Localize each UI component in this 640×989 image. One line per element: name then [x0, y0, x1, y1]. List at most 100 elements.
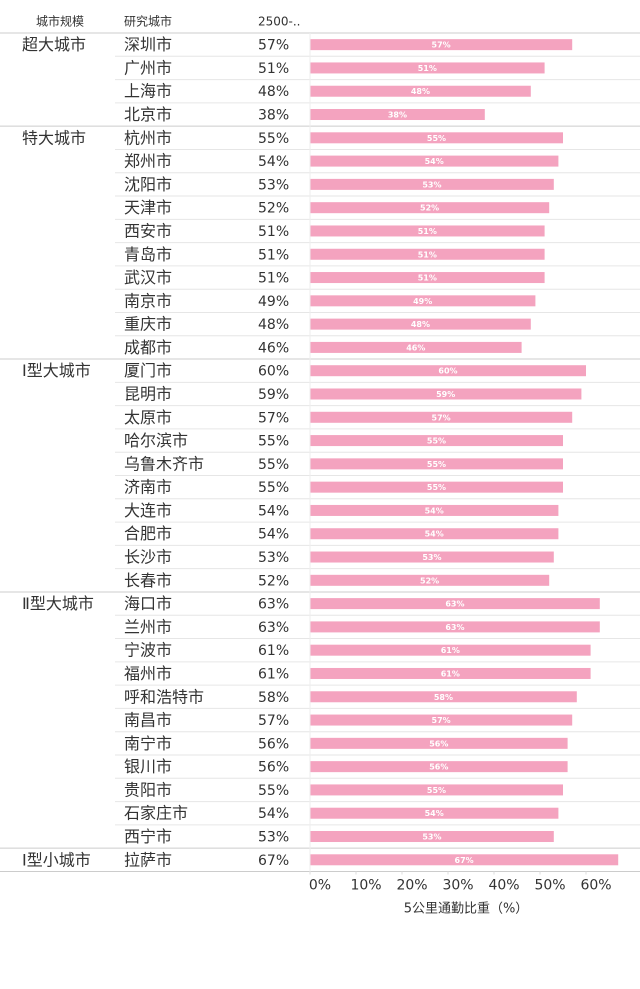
- bar: [310, 504, 559, 516]
- bar-label: 63%: [445, 600, 464, 609]
- category-label: 重庆市: [124, 315, 172, 334]
- category-label: 深圳市: [124, 35, 172, 54]
- bar: [310, 155, 559, 167]
- bar-label: 49%: [413, 297, 432, 306]
- bar-label: 61%: [441, 669, 460, 678]
- value-text: 46%: [258, 340, 289, 356]
- category-label: 呼和浩特市: [124, 687, 204, 706]
- value-text: 55%: [258, 131, 289, 147]
- bar-label: 57%: [432, 413, 451, 422]
- bar: [310, 737, 568, 749]
- bar: [310, 411, 573, 423]
- category-label: 贵阳市: [124, 780, 172, 799]
- category-label: 南昌市: [124, 711, 172, 730]
- bar: [310, 714, 573, 726]
- category-label: 南宁市: [124, 734, 172, 753]
- value-text: 55%: [258, 783, 289, 799]
- category-label: 天津市: [124, 198, 172, 217]
- bar-label: 51%: [418, 227, 437, 236]
- bar: [310, 225, 545, 237]
- bar: [310, 62, 545, 74]
- bar: [310, 341, 522, 353]
- bar: [310, 761, 568, 773]
- bar: [310, 621, 600, 633]
- category-label: 北京市: [124, 105, 172, 124]
- bar: [310, 807, 559, 819]
- bar: [310, 295, 536, 307]
- value-text: 52%: [258, 573, 289, 589]
- bar: [310, 272, 545, 284]
- value-text: 67%: [258, 853, 289, 869]
- bar-label: 57%: [432, 716, 451, 725]
- category-label: 福州市: [124, 664, 172, 683]
- bar-label: 54%: [425, 530, 444, 539]
- value-text: 48%: [258, 84, 289, 100]
- bar-label: 56%: [429, 739, 448, 748]
- bar: [310, 854, 619, 866]
- bar-label: 54%: [425, 506, 444, 515]
- bar-label: 63%: [445, 623, 464, 632]
- value-text: 61%: [258, 643, 289, 659]
- value-text: 38%: [258, 108, 289, 124]
- value-text: 55%: [258, 480, 289, 496]
- bar: [310, 435, 563, 447]
- value-text: 51%: [258, 61, 289, 77]
- value-text: 56%: [258, 760, 289, 776]
- value-text: 53%: [258, 830, 289, 846]
- bar: [310, 598, 600, 610]
- bar-label: 55%: [427, 460, 446, 469]
- bar-label: 48%: [411, 320, 430, 329]
- value-text: 56%: [258, 736, 289, 752]
- column-header: 2500-..: [258, 15, 301, 29]
- category-label: 合肥市: [124, 524, 172, 543]
- value-text: 54%: [258, 503, 289, 519]
- bar: [310, 388, 582, 400]
- group-label: 特大城市: [22, 128, 86, 147]
- bar: [310, 85, 531, 97]
- value-text: 54%: [258, 527, 289, 543]
- bar-label: 53%: [422, 180, 441, 189]
- group-label: 超大城市: [22, 35, 86, 54]
- value-text: 61%: [258, 666, 289, 682]
- group-label: Ⅰ型小城市: [22, 850, 91, 869]
- bar: [310, 248, 545, 260]
- bar-label: 58%: [434, 693, 453, 702]
- bar-label: 55%: [427, 483, 446, 492]
- column-header: 城市规模: [36, 14, 84, 29]
- category-label: 青岛市: [124, 245, 172, 264]
- x-tick-label: 30%: [442, 877, 473, 893]
- bar-label: 60%: [438, 367, 457, 376]
- bar-label: 54%: [425, 157, 444, 166]
- bar: [310, 551, 554, 563]
- bar: [310, 831, 554, 843]
- value-text: 59%: [258, 387, 289, 403]
- x-tick-label: 20%: [396, 877, 427, 893]
- category-label: 乌鲁木齐市: [124, 454, 204, 473]
- value-text: 58%: [258, 690, 289, 706]
- bar: [310, 481, 563, 493]
- category-label: 郑州市: [124, 152, 172, 171]
- bar: [310, 528, 559, 540]
- category-label: 厦门市: [124, 361, 172, 380]
- value-text: 55%: [258, 434, 289, 450]
- bar-label: 57%: [432, 41, 451, 50]
- bar-label: 53%: [422, 553, 441, 562]
- value-text: 53%: [258, 177, 289, 193]
- category-label: 宁波市: [124, 641, 172, 660]
- category-label: 大连市: [124, 501, 172, 520]
- category-label: 西安市: [124, 221, 172, 240]
- bar: [310, 318, 531, 330]
- bar-label: 55%: [427, 134, 446, 143]
- value-text: 54%: [258, 806, 289, 822]
- category-label: 哈尔滨市: [124, 431, 188, 450]
- category-label: 杭州市: [124, 128, 172, 147]
- category-label: 拉萨市: [124, 850, 172, 869]
- bar-label: 46%: [406, 343, 425, 352]
- value-text: 63%: [258, 620, 289, 636]
- value-text: 63%: [258, 597, 289, 613]
- bar: [310, 202, 550, 214]
- value-text: 48%: [258, 317, 289, 333]
- bar-label: 51%: [418, 64, 437, 73]
- value-text: 51%: [258, 224, 289, 240]
